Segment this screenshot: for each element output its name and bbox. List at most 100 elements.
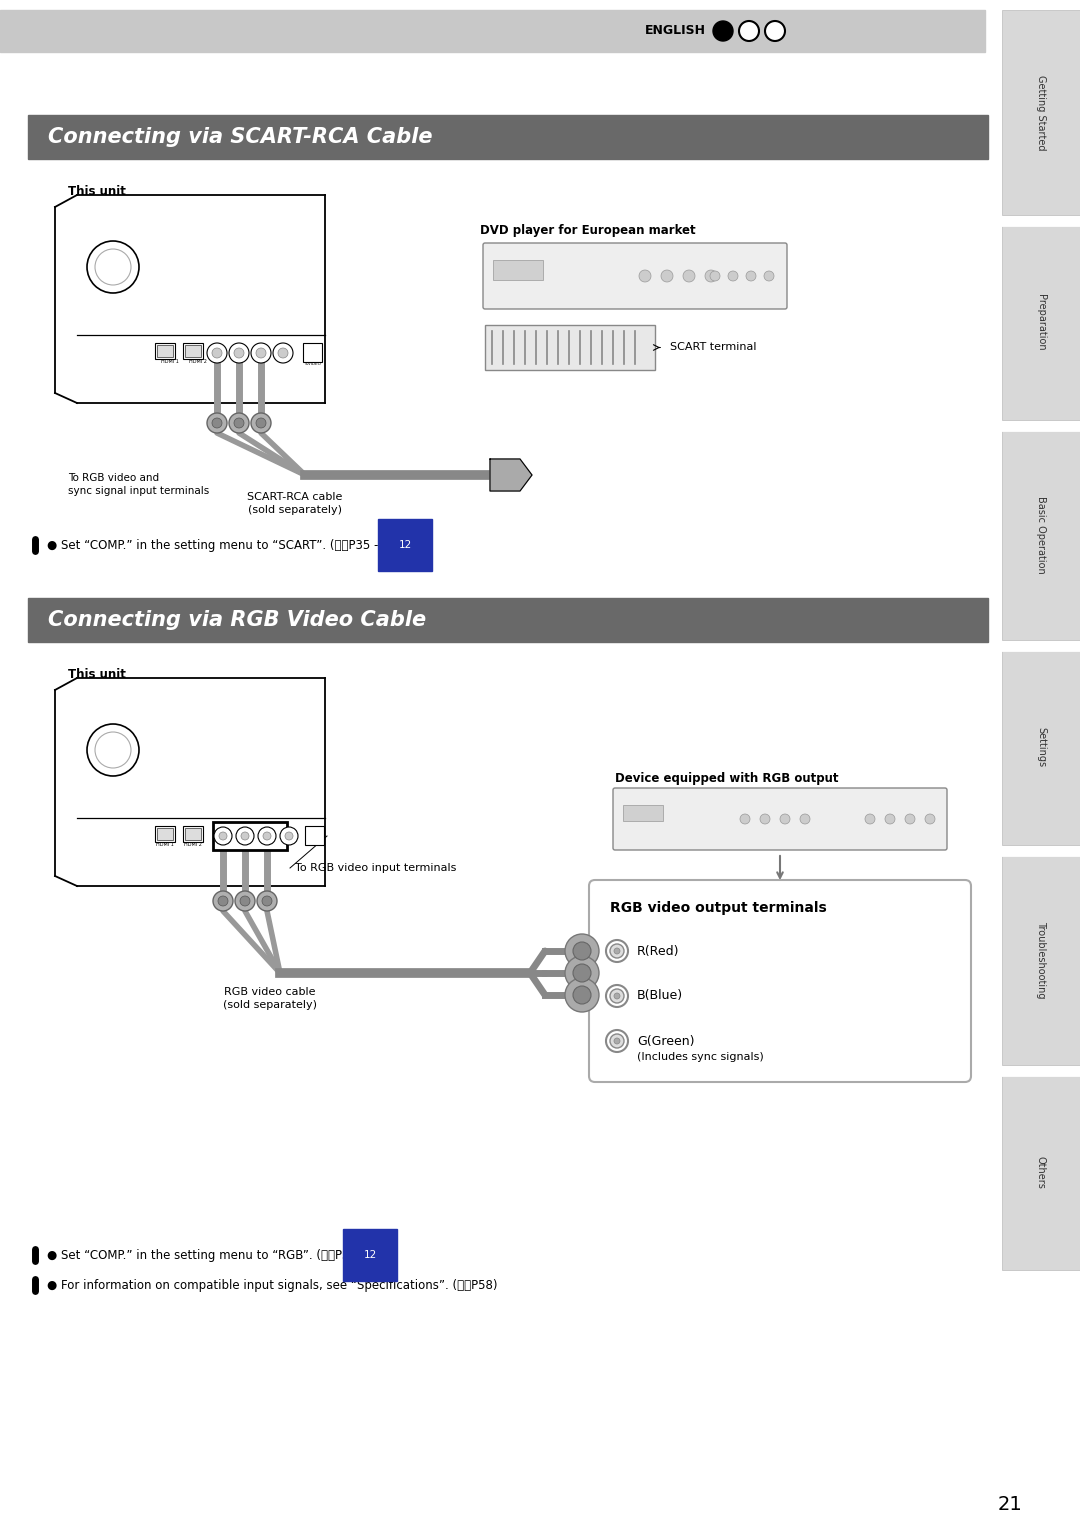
Circle shape [95,249,131,286]
Bar [0,11,985,52]
Circle shape [234,348,244,357]
Text: G(Green): G(Green) [637,1034,694,1048]
Circle shape [241,832,249,840]
Circle shape [713,21,733,41]
Circle shape [212,418,222,428]
Text: (Includes sync signals): (Includes sync signals) [637,1052,764,1061]
Bar [185,345,201,357]
Circle shape [95,731,131,768]
Circle shape [728,270,738,281]
Circle shape [800,814,810,825]
Circle shape [565,977,599,1012]
Circle shape [924,814,935,825]
Circle shape [865,814,875,825]
Text: HDMI 2: HDMI 2 [189,359,207,363]
Text: HDMI 2: HDMI 2 [184,841,202,847]
Circle shape [683,270,696,282]
Text: 12: 12 [363,1251,377,1260]
Bar [1002,224,1080,420]
Circle shape [639,270,651,282]
Circle shape [256,418,266,428]
Text: Preparation: Preparation [1036,295,1047,351]
Text: Connecting via RGB Video Cable: Connecting via RGB Video Cable [48,609,427,631]
Circle shape [278,348,288,357]
Text: ): ) [418,539,427,551]
Circle shape [740,814,750,825]
Circle shape [573,986,591,1003]
FancyBboxPatch shape [613,788,947,851]
Circle shape [615,948,620,954]
Circle shape [87,724,139,776]
Bar [183,344,203,359]
Text: This unit: This unit [68,667,126,681]
Circle shape [229,412,249,434]
Circle shape [606,941,627,962]
Text: S-VIDEO: S-VIDEO [305,362,322,366]
Circle shape [207,344,227,363]
Bar [156,344,175,359]
Circle shape [262,896,272,906]
Circle shape [258,828,276,844]
Text: SCART-RCA cable: SCART-RCA cable [247,492,342,502]
Text: ● Set “COMP.” in the setting menu to “RGB”. (〈〈P35 -: ● Set “COMP.” in the setting menu to “RG… [48,1249,368,1261]
Circle shape [214,828,232,844]
Text: To RGB video and
sync signal input terminals: To RGB video and sync signal input termi… [68,473,210,496]
Circle shape [615,993,620,999]
Circle shape [87,241,139,293]
Circle shape [760,814,770,825]
Bar [305,826,324,844]
Text: Getting Started: Getting Started [1036,75,1047,150]
Text: RGB video cable: RGB video cable [225,986,315,997]
Circle shape [237,828,254,844]
Circle shape [573,942,591,960]
Polygon shape [490,460,532,492]
Circle shape [256,348,266,357]
Circle shape [273,344,293,363]
Circle shape [264,832,271,840]
Circle shape [218,896,228,906]
Text: RGB video output terminals: RGB video output terminals [610,901,827,915]
Circle shape [213,890,233,912]
Bar [183,826,203,841]
Circle shape [257,890,276,912]
Circle shape [573,964,591,982]
Circle shape [606,985,627,1006]
Circle shape [234,418,244,428]
Bar [28,599,988,641]
Circle shape [705,270,717,282]
Circle shape [251,344,271,363]
Text: ● Set “COMP.” in the setting menu to “SCART”. (〈〈P35 -: ● Set “COMP.” in the setting menu to “SC… [48,539,382,551]
Text: Connecting via SCART-RCA Cable: Connecting via SCART-RCA Cable [48,127,432,147]
Circle shape [765,21,785,41]
Circle shape [780,814,789,825]
Text: Settings: Settings [1036,727,1047,768]
Text: HDMI 1: HDMI 1 [157,841,174,847]
Text: Troubleshooting: Troubleshooting [1036,921,1047,999]
Bar [157,828,173,840]
Circle shape [240,896,249,906]
Bar [213,822,287,851]
Text: R(Red): R(Red) [637,945,679,957]
Circle shape [710,270,720,281]
Bar [156,826,175,841]
Circle shape [610,1034,624,1048]
Text: HDMI 1: HDMI 1 [161,359,179,363]
Bar [1002,431,1080,640]
Text: (sold separately): (sold separately) [248,505,342,515]
Circle shape [235,890,255,912]
Circle shape [565,935,599,968]
Circle shape [251,412,271,434]
Bar [1002,11,1080,215]
Bar [1002,855,1080,1064]
Text: 12: 12 [399,541,411,550]
Circle shape [739,21,759,41]
Text: This unit: This unit [68,185,126,199]
Bar [185,828,201,840]
Circle shape [661,270,673,282]
FancyBboxPatch shape [589,880,971,1083]
Text: Basic Operation: Basic Operation [1036,496,1047,574]
Circle shape [610,944,624,957]
Circle shape [207,412,227,434]
Text: ): ) [383,1249,391,1261]
Circle shape [764,270,774,281]
